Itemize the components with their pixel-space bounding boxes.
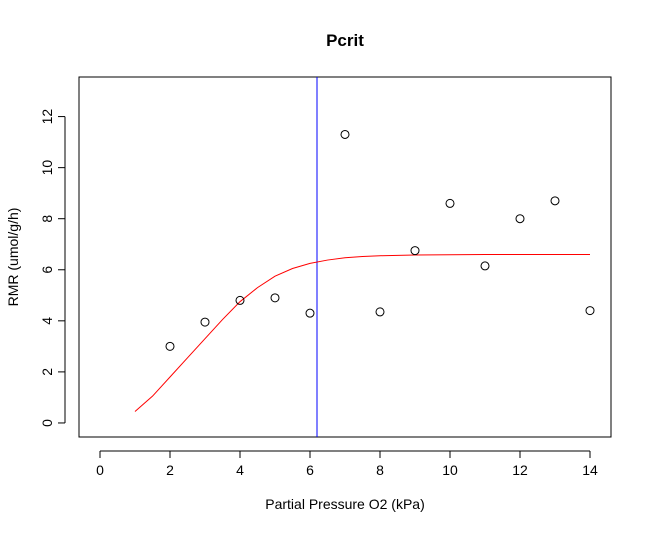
x-tick-label: 14 xyxy=(582,462,598,478)
data-point xyxy=(445,198,455,208)
data-point xyxy=(375,307,385,317)
y-tick-label: 8 xyxy=(39,215,55,223)
x-tick-label: 4 xyxy=(236,462,244,478)
plot-area xyxy=(134,77,595,437)
y-tick-label: 0 xyxy=(39,419,55,427)
y-tick-label: 4 xyxy=(39,317,55,325)
data-point xyxy=(305,308,315,318)
x-axis: 0 2 4 6 8 10 12 14 xyxy=(96,450,598,478)
x-tick-label: 10 xyxy=(442,462,458,478)
x-axis-label: Partial Pressure O2 (kPa) xyxy=(265,496,425,512)
y-tick-label: 10 xyxy=(39,160,55,176)
data-point xyxy=(165,341,175,351)
y-axis-label: RMR (umol/g/h) xyxy=(5,208,21,307)
x-tick-label: 8 xyxy=(376,462,384,478)
y-tick-label: 6 xyxy=(39,266,55,274)
x-tick-label: 12 xyxy=(512,462,528,478)
data-point xyxy=(270,293,280,303)
y-axis: 0 2 4 6 8 10 12 xyxy=(39,109,66,427)
x-tick-label: 6 xyxy=(306,462,314,478)
data-point xyxy=(515,214,525,224)
x-tick-label: 0 xyxy=(96,462,104,478)
data-point xyxy=(235,295,245,305)
fit-curve-line xyxy=(134,253,590,412)
x-tick-label: 2 xyxy=(166,462,174,478)
y-tick-label: 12 xyxy=(39,109,55,125)
data-point xyxy=(550,196,560,206)
data-point xyxy=(410,246,420,256)
y-tick-label: 2 xyxy=(39,368,55,376)
data-point xyxy=(340,129,350,139)
data-point xyxy=(480,261,490,271)
plot-frame xyxy=(78,76,612,438)
data-point xyxy=(585,306,595,316)
chart-title: Pcrit xyxy=(326,31,364,50)
data-point xyxy=(200,317,210,327)
